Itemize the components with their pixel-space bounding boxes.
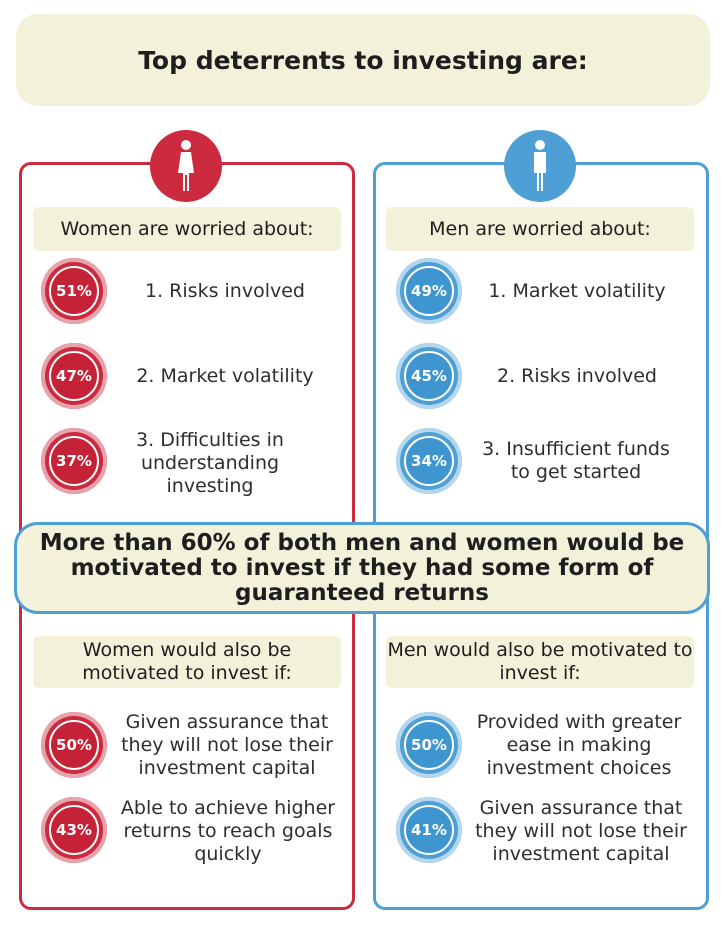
women-worry-1-text: 1. Risks involved [145,279,305,302]
men-worry-3-text: 3. Insufficient funds to get started [482,438,670,483]
page-title: Top deterrents to investing are: [16,14,710,106]
percent-label: 43% [49,805,99,855]
percent-label: 41% [404,805,454,855]
men-motivated-heading: Men would also be motivated to invest if… [386,636,694,688]
percent-label: 45% [404,351,454,401]
women-motivator-1-badge: 50% [41,712,107,778]
percent-label: 34% [404,436,454,486]
men-motivator-2-text: Given assurance that they will not lose … [475,796,687,865]
percent-label: 37% [49,436,99,486]
men-worry-3-badge: 34% [396,428,462,494]
men-worry-1-text: 1. Market volatility [488,279,666,302]
women-motivated-heading: Women would also be motivated to invest … [33,636,341,688]
men-motivator-1-badge: 50% [396,712,462,778]
women-worry-2-text: 2. Market volatility [136,364,314,387]
women-worry-2-badge: 47% [41,343,107,409]
men-worry-1-badge: 49% [396,258,462,324]
percent-label: 50% [404,720,454,770]
women-worry-3-badge: 37% [41,428,107,494]
men-worried-heading: Men are worried about: [386,207,694,251]
women-worried-heading: Women are worried about: [33,207,341,251]
men-worry-2-badge: 45% [396,343,462,409]
men-worry-2-text: 2. Risks involved [497,364,657,387]
men-motivator-1-text: Provided with greater ease in making inv… [476,710,682,779]
woman-icon [150,130,222,202]
women-worry-3-text: 3. Difficulties in understanding investi… [136,428,284,497]
percent-label: 51% [49,266,99,316]
man-icon [504,130,576,202]
percent-label: 49% [404,266,454,316]
women-motivator-1-text: Given assurance that they will not lose … [121,710,333,779]
women-worry-1-badge: 51% [41,258,107,324]
women-motivator-2-text: Able to achieve higher returns to reach … [120,796,336,865]
men-motivator-2-badge: 41% [396,797,462,863]
guaranteed-returns-banner: More than 60% of both men and women woul… [14,522,710,614]
percent-label: 50% [49,720,99,770]
percent-label: 47% [49,351,99,401]
women-motivator-2-badge: 43% [41,797,107,863]
